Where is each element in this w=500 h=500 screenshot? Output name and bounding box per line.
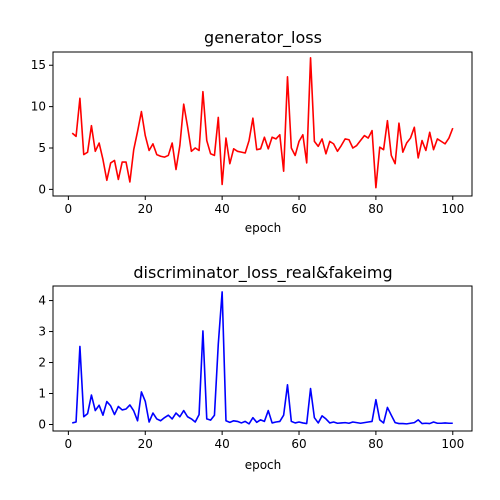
x-axis-label: epoch bbox=[245, 458, 282, 472]
y-tick-label: 10 bbox=[31, 100, 46, 114]
x-axis-label: epoch bbox=[245, 221, 282, 235]
x-tick-label: 20 bbox=[138, 202, 153, 216]
chart-title: discriminator_loss_real&fakeimg bbox=[133, 263, 392, 283]
y-tick-label: 0 bbox=[38, 182, 46, 196]
x-tick-label: 60 bbox=[291, 437, 306, 451]
x-tick-label: 80 bbox=[368, 202, 383, 216]
generator-loss-chart: generator_loss epoch 0 20 40 60 80 100 0 5 10 15 bbox=[31, 28, 473, 235]
x-tick-label: 80 bbox=[368, 437, 383, 451]
discriminator-loss-chart: discriminator_loss_real&fakeimg epoch 0 2… bbox=[38, 263, 473, 472]
series-line bbox=[72, 291, 453, 425]
x-tick-label: 0 bbox=[65, 202, 73, 216]
y-tick-label: 15 bbox=[31, 58, 46, 72]
x-tick-label: 40 bbox=[214, 437, 229, 451]
plot-frame bbox=[52, 285, 473, 432]
y-tick-label: 0 bbox=[38, 417, 46, 431]
x-tick-label: 60 bbox=[291, 202, 306, 216]
y-tick-label: 4 bbox=[38, 294, 46, 308]
x-tick-label: 100 bbox=[441, 437, 464, 451]
x-tick-label: 40 bbox=[214, 202, 229, 216]
y-tick-label: 2 bbox=[38, 356, 46, 370]
x-tick-label: 100 bbox=[441, 202, 464, 216]
x-tick-label: 0 bbox=[65, 437, 73, 451]
plot-frame bbox=[52, 51, 473, 197]
series-line bbox=[71, 56, 454, 189]
x-tick-label: 20 bbox=[138, 437, 153, 451]
chart-title: generator_loss bbox=[204, 28, 322, 48]
y-tick-label: 1 bbox=[38, 387, 46, 401]
y-tick-label: 5 bbox=[38, 141, 46, 155]
y-tick-label: 3 bbox=[38, 325, 46, 339]
